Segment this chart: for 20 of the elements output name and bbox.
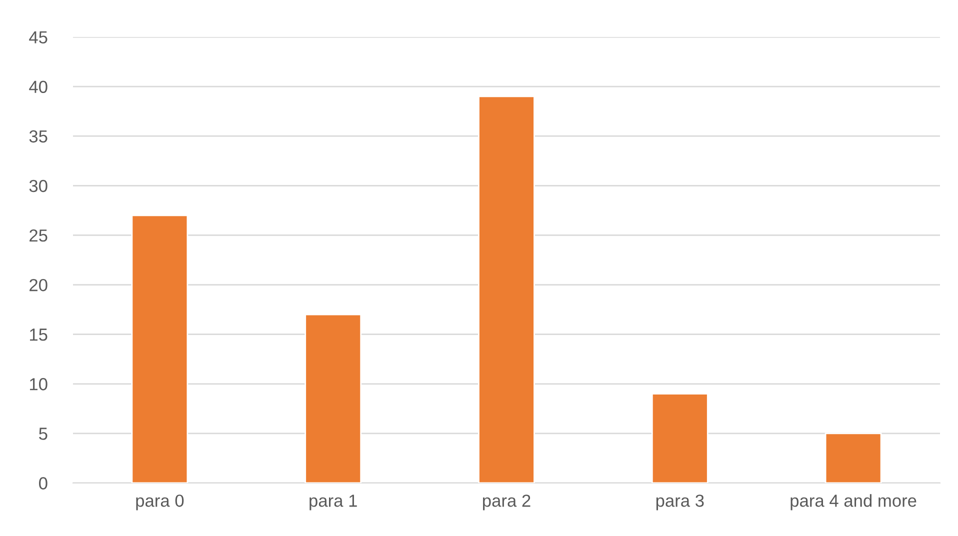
- y-tick-label: 5: [39, 428, 48, 440]
- x-tick-label: para 3: [656, 494, 704, 510]
- x-tick-label: para 1: [310, 494, 357, 510]
- y-tick-label: 45: [29, 31, 48, 44]
- y-tick-label: 15: [30, 328, 48, 341]
- y-tick-label: 10: [30, 378, 48, 390]
- y-tick-label: 0: [39, 477, 48, 490]
- x-tick-label: para 0: [136, 494, 184, 510]
- bar: [131, 214, 188, 483]
- bar: [651, 393, 708, 483]
- bar: [824, 432, 882, 483]
- bar: [304, 314, 362, 483]
- x-tick-label: para 2: [483, 494, 530, 510]
- x-tick-label: para 4 and more: [790, 494, 916, 510]
- y-tick-label: 25: [30, 229, 48, 242]
- y-tick-label: 35: [29, 130, 48, 143]
- bar: [478, 96, 535, 483]
- y-tick-label: 40: [29, 80, 48, 94]
- y-tick-label: 20: [30, 278, 48, 292]
- y-tick-label: 30: [29, 180, 48, 192]
